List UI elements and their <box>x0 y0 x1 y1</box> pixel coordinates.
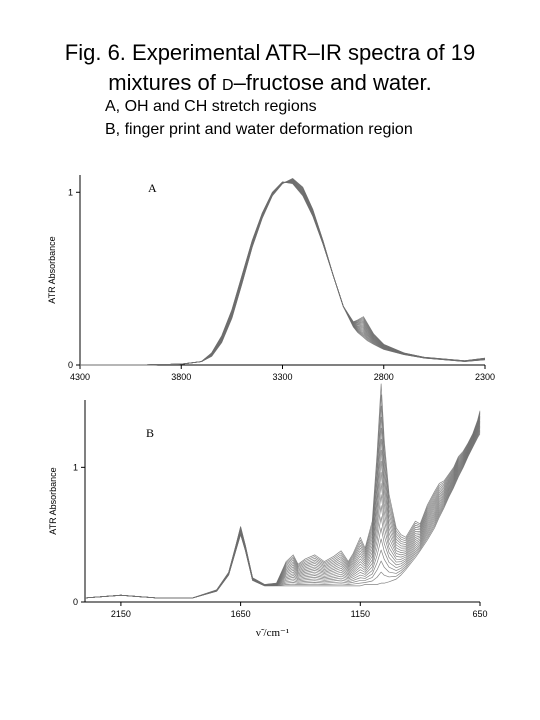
spectrum-line-18 <box>80 178 486 366</box>
spectrum-line-4 <box>80 181 486 366</box>
title-line-2: mixtures of D–fructose and water. <box>0 68 540 101</box>
panel-label: B <box>146 426 154 440</box>
spectrum-line-3 <box>80 181 486 366</box>
spectrum-line-19 <box>80 178 486 366</box>
title-line-1: Fig. 6. Experimental ATR–IR spectra of 1… <box>64 40 476 65</box>
spectrum-line-10 <box>80 180 486 366</box>
axis-lines <box>79 175 485 366</box>
subtitle-a: A, OH and CH stretch regions <box>105 98 317 115</box>
x-tick-label: 2150 <box>111 609 131 619</box>
x-tick-label: 4300 <box>70 372 90 382</box>
x-tick-label: 650 <box>472 609 487 619</box>
x-tick-label: 3800 <box>171 372 191 382</box>
x-tick-label: 1650 <box>231 609 251 619</box>
spectrum-line-5 <box>80 181 486 366</box>
x-tick-label: 2300 <box>475 372 495 382</box>
spectrum-line-18 <box>84 394 481 599</box>
spectrum-line-11 <box>80 180 486 366</box>
figure-title: Fig. 6. Experimental ATR–IR spectra of 1… <box>0 38 540 101</box>
title-line-2c: –fructose and water. <box>233 70 432 95</box>
spectrum-line-9 <box>80 180 486 366</box>
y-tick-label: 1 <box>68 187 73 197</box>
panel-a-chart: 0 1 4300 3800 3300 2800 2300 ATR Absorbance A <box>47 175 495 382</box>
x-tick-label: 1150 <box>351 609 370 619</box>
subtitle-b: B, finger print and water deformation re… <box>105 121 413 138</box>
spectrum-line-13 <box>80 179 486 366</box>
spectrum-line-1 <box>80 181 486 366</box>
spectrum-line-19 <box>84 383 481 599</box>
panel-b-chart: 0 1 2150 1650 1150 650 ATR Absorbance Bν̃ /cm⁻¹ <box>48 383 488 639</box>
y-tick-label: 0 <box>73 597 78 607</box>
x-tick-label: 3300 <box>272 372 292 382</box>
y-axis-label: ATR Absorbance <box>47 236 57 303</box>
spectrum-line-2 <box>80 181 486 366</box>
x-axis-label: ν̃ /cm⁻¹ <box>256 627 289 639</box>
y-tick-label: 0 <box>68 360 73 370</box>
spectrum-line-12 <box>80 180 486 366</box>
spectrum-line-6 <box>80 181 486 366</box>
title-small-caps-d: D <box>222 77 234 94</box>
spectrum-line-16 <box>80 178 486 366</box>
x-tick-label: 2800 <box>374 372 394 382</box>
spectrum-line-17 <box>80 178 486 366</box>
spectrum-line-7 <box>80 181 486 366</box>
spectrum-line-8 <box>80 181 486 366</box>
y-tick-label: 1 <box>73 462 78 472</box>
title-line-2a: mixtures of <box>108 70 222 95</box>
panel-label: A <box>148 181 157 195</box>
y-axis-label: ATR Absorbance <box>48 467 58 534</box>
spectrum-line-14 <box>80 179 486 366</box>
spectrum-line-15 <box>80 179 486 366</box>
